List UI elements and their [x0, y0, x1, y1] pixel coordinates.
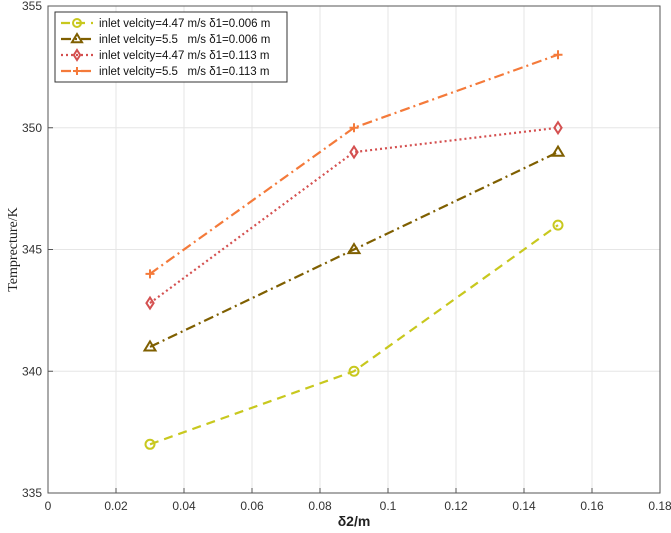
y-tick-label: 335 — [22, 486, 42, 500]
x-tick-label: 0.18 — [648, 499, 671, 513]
series-4 — [145, 50, 563, 279]
y-tick-label: 350 — [22, 121, 42, 135]
data-point-triangle — [346, 242, 362, 255]
x-tick-label: 0.02 — [104, 499, 128, 513]
x-tick-label: 0.06 — [240, 499, 264, 513]
data-point-diamond — [349, 144, 359, 160]
data-point-circle — [72, 18, 82, 28]
x-tick-label: 0.12 — [444, 499, 468, 513]
y-tick-label: 340 — [22, 364, 42, 378]
series-3 — [145, 120, 563, 311]
legend-item: inlet velcity=4.47 m/s δ1=0.006 m — [61, 18, 270, 30]
y-axis: 335 340 345 350 355 — [22, 0, 53, 500]
series-line — [149, 224, 559, 446]
legend-item: inlet velcity=5.5 m/s δ1=0.006 m — [61, 32, 270, 46]
x-tick-label: 0 — [45, 499, 52, 513]
data-point-diamond — [553, 120, 563, 136]
series-2 — [142, 144, 566, 352]
data-point-circle — [348, 365, 360, 377]
series-line — [149, 53, 559, 275]
data-point-diamond — [72, 48, 82, 62]
y-tick-label: 355 — [22, 0, 42, 13]
data-point-circle — [552, 219, 564, 231]
series-line — [149, 151, 559, 348]
y-axis-label: Temprecture/K — [6, 207, 21, 292]
x-axis: 0 0.02 0.04 0.06 0.08 0.1 0.12 0.14 0.16 0.18 — [45, 488, 671, 513]
data-point-diamond — [145, 295, 155, 311]
series-1 — [144, 219, 564, 450]
x-tick-label: 0.04 — [172, 499, 196, 513]
x-axis-label: δ2/m — [338, 513, 371, 529]
x-tick-label: 0.14 — [512, 499, 536, 513]
data-point-triangle — [550, 144, 566, 157]
x-tick-label: 0.1 — [380, 499, 397, 513]
legend-item: inlet velcity=4.47 m/s δ1=0.113 m — [61, 48, 269, 62]
data-point-plus — [553, 50, 563, 60]
data-point-plus — [145, 269, 155, 279]
x-tick-label: 0.16 — [580, 499, 604, 513]
data-point-plus — [73, 67, 81, 75]
legend-box — [54, 11, 288, 83]
legend-label: inlet velcity=5.5 m/s δ1=0.113 m — [99, 66, 269, 78]
legend-label: inlet velcity=5.5 m/s δ1=0.006 m — [99, 34, 270, 46]
legend: inlet velcity=4.47 m/s δ1=0.006 m inlet v… — [54, 11, 288, 83]
y-tick-label: 345 — [22, 243, 42, 257]
data-point-plus — [349, 123, 359, 133]
legend-item: inlet velcity=5.5 m/s δ1=0.113 m — [61, 66, 269, 78]
legend-label: inlet velcity=4.47 m/s δ1=0.006 m — [99, 18, 270, 30]
data-point-circle — [144, 438, 156, 450]
legend-label: inlet velcity=4.47 m/s δ1=0.113 m — [99, 50, 269, 62]
data-point-triangle — [70, 32, 84, 44]
series-line — [149, 126, 559, 304]
x-tick-label: 0.08 — [308, 499, 332, 513]
series-layer — [142, 50, 566, 450]
data-point-triangle — [142, 339, 158, 352]
